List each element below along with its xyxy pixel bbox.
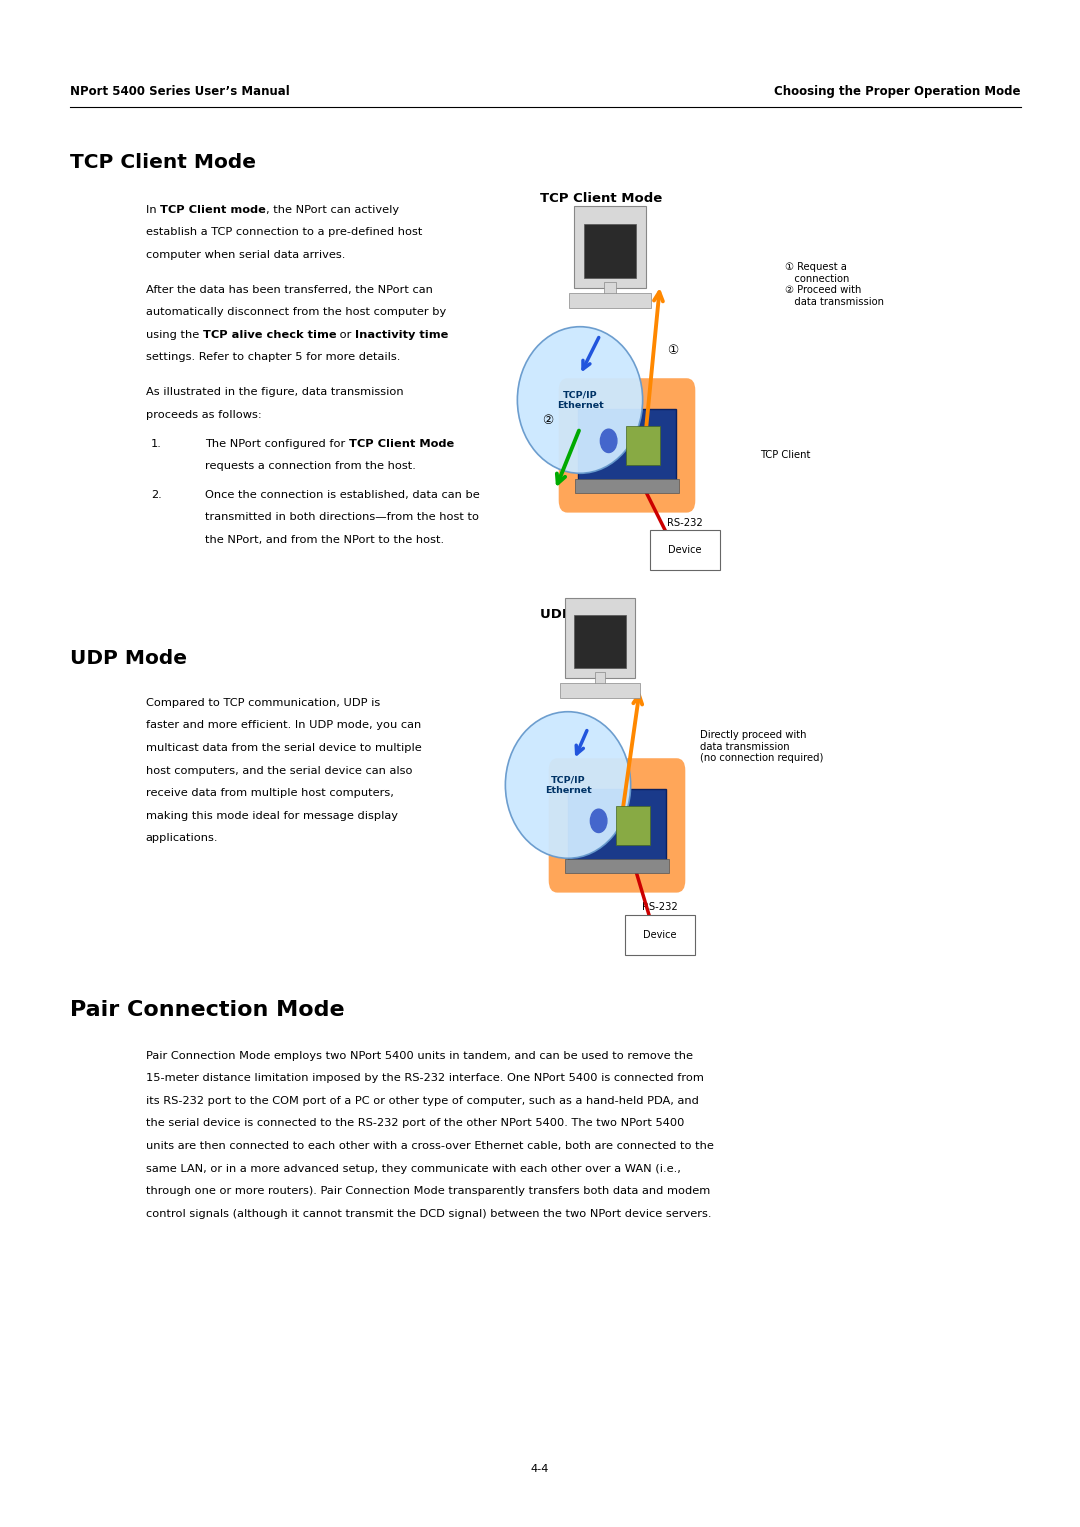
Ellipse shape — [517, 327, 643, 473]
Text: receive data from multiple host computers,: receive data from multiple host computer… — [146, 788, 394, 799]
Text: Pair Connection Mode employs two NPort 5400 units in tandem, and can be used to : Pair Connection Mode employs two NPort 5… — [146, 1051, 692, 1061]
Text: In: In — [146, 205, 160, 215]
FancyBboxPatch shape — [605, 282, 616, 295]
FancyBboxPatch shape — [558, 379, 696, 513]
Text: Compared to TCP communication, UDP is: Compared to TCP communication, UDP is — [146, 698, 380, 709]
Text: TCP Client: TCP Client — [760, 450, 810, 460]
Text: Choosing the Proper Operation Mode: Choosing the Proper Operation Mode — [774, 84, 1021, 98]
Text: or: or — [336, 330, 355, 341]
FancyBboxPatch shape — [575, 615, 626, 669]
Text: control signals (although it cannot transmit the DCD signal) between the two NPo: control signals (although it cannot tran… — [146, 1209, 712, 1219]
FancyBboxPatch shape — [578, 409, 676, 487]
Ellipse shape — [505, 712, 631, 858]
Text: Inactivity time: Inactivity time — [355, 330, 448, 341]
FancyBboxPatch shape — [561, 683, 639, 698]
Text: host computers, and the serial device can also: host computers, and the serial device ca… — [146, 765, 413, 776]
FancyBboxPatch shape — [568, 789, 666, 867]
FancyBboxPatch shape — [569, 293, 650, 308]
Text: faster and more efficient. In UDP mode, you can: faster and more efficient. In UDP mode, … — [146, 721, 421, 730]
Text: the NPort, and from the NPort to the host.: the NPort, and from the NPort to the hos… — [205, 534, 444, 545]
FancyBboxPatch shape — [594, 672, 606, 684]
Text: transmitted in both directions—from the host to: transmitted in both directions—from the … — [205, 513, 480, 522]
Text: , the NPort can actively: , the NPort can actively — [266, 205, 399, 215]
Text: its RS-232 port to the COM port of a PC or other type of computer, such as a han: its RS-232 port to the COM port of a PC … — [146, 1096, 699, 1106]
Text: Pair Connection Mode: Pair Connection Mode — [70, 1000, 345, 1020]
Text: multicast data from the serial device to multiple: multicast data from the serial device to… — [146, 744, 421, 753]
FancyBboxPatch shape — [625, 915, 694, 954]
Text: UDP Mode: UDP Mode — [540, 608, 618, 621]
Text: the serial device is connected to the RS-232 port of the other NPort 5400. The t: the serial device is connected to the RS… — [146, 1118, 684, 1128]
Text: ① Request a
   connection
② Proceed with
   data transmission: ① Request a connection ② Proceed with da… — [785, 263, 885, 307]
Text: units are then connected to each other with a cross-over Ethernet cable, both ar: units are then connected to each other w… — [146, 1141, 714, 1151]
FancyBboxPatch shape — [583, 223, 636, 278]
Text: Once the connection is established, data can be: Once the connection is established, data… — [205, 490, 480, 499]
Text: Device: Device — [644, 930, 677, 941]
Text: 15-meter distance limitation imposed by the RS-232 interface. One NPort 5400 is : 15-meter distance limitation imposed by … — [146, 1073, 704, 1083]
FancyBboxPatch shape — [626, 426, 660, 466]
FancyBboxPatch shape — [616, 806, 650, 846]
FancyBboxPatch shape — [549, 759, 686, 893]
Text: TCP/IP
Ethernet: TCP/IP Ethernet — [544, 776, 592, 794]
Text: settings. Refer to chapter 5 for more details.: settings. Refer to chapter 5 for more de… — [146, 353, 401, 362]
Text: UDP Mode: UDP Mode — [70, 649, 187, 667]
Text: same LAN, or in a more advanced setup, they communicate with each other over a W: same LAN, or in a more advanced setup, t… — [146, 1164, 680, 1174]
FancyBboxPatch shape — [573, 206, 646, 289]
Text: requests a connection from the host.: requests a connection from the host. — [205, 461, 416, 472]
Text: TCP/IP
Ethernet: TCP/IP Ethernet — [556, 391, 604, 409]
Text: using the: using the — [146, 330, 203, 341]
Text: making this mode ideal for message display: making this mode ideal for message displ… — [146, 811, 397, 822]
FancyBboxPatch shape — [650, 530, 719, 570]
FancyBboxPatch shape — [565, 597, 635, 678]
Text: applications.: applications. — [146, 834, 218, 843]
Text: Device: Device — [669, 545, 702, 554]
Text: RS-232: RS-232 — [643, 902, 678, 912]
Text: automatically disconnect from the host computer by: automatically disconnect from the host c… — [146, 307, 446, 318]
Text: 2.: 2. — [151, 490, 162, 499]
Text: RS-232: RS-232 — [667, 518, 703, 528]
Circle shape — [591, 809, 607, 832]
Text: 1.: 1. — [151, 438, 162, 449]
Text: The NPort configured for: The NPort configured for — [205, 438, 349, 449]
Text: establish a TCP connection to a pre-defined host: establish a TCP connection to a pre-defi… — [146, 228, 422, 237]
Circle shape — [600, 429, 617, 452]
Text: TCP Client Mode: TCP Client Mode — [349, 438, 455, 449]
Text: proceeds as follows:: proceeds as follows: — [146, 409, 261, 420]
Text: TCP Client Mode: TCP Client Mode — [540, 192, 662, 205]
Text: computer when serial data arrives.: computer when serial data arrives. — [146, 250, 346, 260]
Text: TCP alive check time: TCP alive check time — [203, 330, 336, 341]
Text: TCP Client mode: TCP Client mode — [160, 205, 266, 215]
FancyBboxPatch shape — [566, 858, 669, 873]
FancyBboxPatch shape — [576, 478, 678, 493]
Text: TCP Client Mode: TCP Client Mode — [70, 153, 256, 171]
Text: Directly proceed with
data transmission
(no connection required): Directly proceed with data transmission … — [700, 730, 823, 764]
Text: ②: ② — [542, 414, 554, 426]
Text: ①: ① — [667, 344, 678, 356]
Text: NPort 5400 Series User’s Manual: NPort 5400 Series User’s Manual — [70, 84, 289, 98]
Text: 4-4: 4-4 — [530, 1463, 550, 1474]
Text: After the data has been transferred, the NPort can: After the data has been transferred, the… — [146, 284, 433, 295]
Text: through one or more routers). Pair Connection Mode transparently transfers both : through one or more routers). Pair Conne… — [146, 1186, 710, 1196]
Text: As illustrated in the figure, data transmission: As illustrated in the figure, data trans… — [146, 388, 404, 397]
